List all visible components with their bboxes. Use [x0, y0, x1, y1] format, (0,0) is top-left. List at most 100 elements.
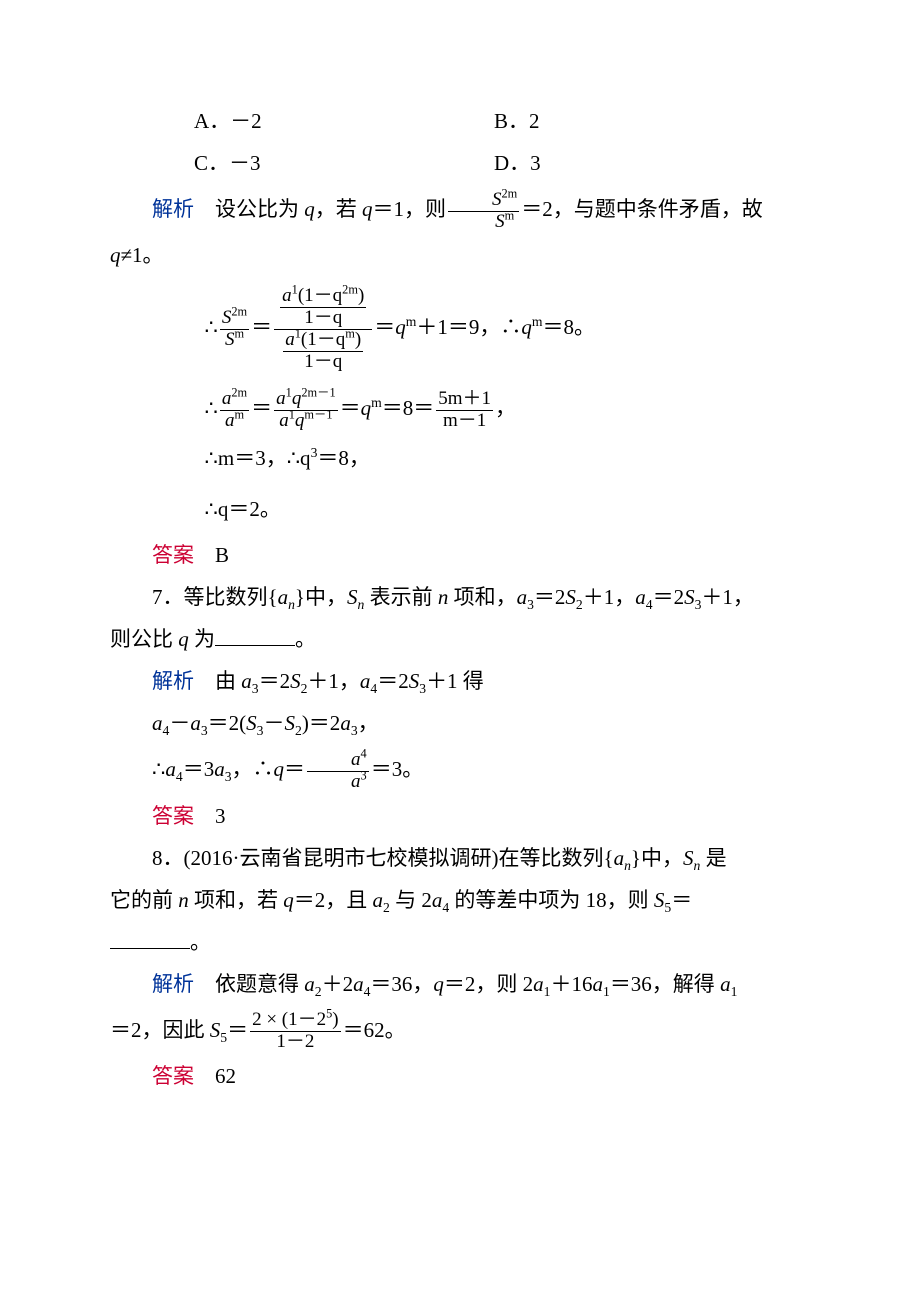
option-b-value: 2 — [529, 109, 540, 133]
q7-c7: ，∴ — [232, 757, 274, 781]
q8-l9: a — [432, 888, 443, 912]
option-d-value: 3 — [530, 151, 541, 175]
q6-eq1-big: a1(1－q2m)1－qa1(1－qm)1－q — [274, 286, 372, 373]
q7-fn: a — [351, 749, 361, 770]
q8-stem-line3: 。 — [110, 921, 810, 963]
page: A．－2 B．2 C．－3 D．3 解析 设公比为 q，若 q＝1，则S2mSm… — [0, 0, 920, 1302]
q8-l8: 与 2 — [390, 888, 432, 912]
q6-eq1-eq: ＝ — [251, 315, 272, 339]
q7-s16: 4 — [646, 597, 653, 612]
q6-eq1-top: a1(1－q2m)1－q — [280, 286, 366, 329]
q6-frac1-den-sup: m — [505, 208, 515, 222]
q7-c6: 3 — [225, 769, 232, 784]
q6-e2f1: a2mam — [220, 389, 249, 432]
option-b: B．2 — [494, 100, 540, 142]
q8-l14: ＝ — [671, 888, 692, 912]
q8-s3: n — [624, 858, 631, 873]
blank-fill-2 — [110, 929, 190, 949]
q6-e2l: ∴ — [205, 396, 218, 420]
q6-tc: ) — [358, 285, 364, 306]
option-row-1: A．－2 B．2 — [110, 100, 810, 142]
q7-l2c: 为 — [189, 627, 215, 651]
q8-a15: ＝36，解得 — [610, 972, 720, 996]
q6-em: m — [371, 395, 382, 410]
q6-answer-value: B — [215, 543, 229, 567]
option-d-prefix: D． — [494, 151, 530, 175]
option-c-prefix: C． — [194, 151, 229, 175]
q8-a5: a — [353, 972, 364, 996]
q7-line3: ∴a4＝3a3，∴q＝a4a3＝3。 — [110, 744, 810, 794]
q6-a3: ＝1，则 — [373, 197, 447, 221]
option-a-value: －2 — [230, 109, 262, 133]
q6-eq1-lds: m — [234, 327, 244, 341]
q7-b12: )＝2 — [302, 711, 341, 735]
q7-s9: a — [517, 585, 528, 609]
q6-r6: m — [532, 314, 543, 329]
q6-eq1-left: S2mSm — [220, 308, 249, 351]
q7-s10: 3 — [527, 597, 534, 612]
q6-eq3: ∴m＝3，∴q3＝8， — [110, 433, 810, 483]
q8-b5: ＝62。 — [343, 1018, 406, 1042]
q8-answer-value: 62 — [215, 1064, 236, 1088]
q7-s7: n — [438, 585, 449, 609]
q8-l11: 的等差中项为 18，则 — [449, 888, 654, 912]
q7-answer-value: 3 — [215, 804, 226, 828]
q6-eq4: ∴q＝2。 — [110, 484, 810, 534]
q7-l2a: 则公比 — [110, 627, 178, 651]
q6-tn: a — [282, 285, 292, 306]
q8-fd: 1－2 — [250, 1032, 341, 1053]
q7-a5: S — [290, 669, 301, 693]
q7-s5: S — [347, 585, 358, 609]
q7-c8: q — [274, 757, 285, 781]
q7-a13: ＋1 得 — [426, 669, 484, 693]
q8-a2: a — [304, 972, 315, 996]
q6-frac1: S2mSm — [448, 190, 519, 233]
q6-bc: ) — [355, 329, 361, 350]
q6-m2: q — [292, 388, 302, 409]
q6-frac1-den: S — [495, 211, 505, 232]
q6-ts: 2m — [342, 283, 358, 297]
q7-b15: ， — [358, 711, 379, 735]
q6-r2: q — [395, 315, 406, 339]
q8-a7: ＝36， — [370, 972, 433, 996]
q7-b9: － — [263, 711, 284, 735]
q6-eq1-lns: 2m — [231, 305, 247, 319]
q6-er2: ＝8＝ — [382, 396, 435, 420]
q8-b4: ＝ — [227, 1018, 248, 1042]
q8-l6: a — [373, 888, 384, 912]
q6-e2f2: a1q2m－1a1qm－1 — [274, 389, 337, 432]
answer-label: 答案 — [152, 543, 194, 567]
q7-l2d: 。 — [295, 627, 316, 651]
q6-q2: q — [362, 197, 373, 221]
q8-stem-line2: 它的前 n 项和，若 q＝2，且 a2 与 2a4 的等差中项为 18，则 S5… — [110, 879, 810, 921]
q6-frac1-num: S — [492, 189, 502, 210]
q8-a17: 1 — [731, 984, 738, 999]
q7-analysis: 解析 由 a3＝2S2＋1，a4＝2S3＋1 得 — [110, 660, 810, 702]
q7-c3: 4 — [176, 769, 183, 784]
q8-a14: 1 — [603, 984, 610, 999]
option-d: D．3 — [494, 142, 541, 184]
q8-l7: 2 — [383, 900, 390, 915]
q8-b1: ＝2，因此 — [110, 1018, 210, 1042]
answer-label-3: 答案 — [152, 1064, 194, 1088]
q6-eq1-lead: ∴ — [205, 315, 218, 339]
q6-eq1-ln: S — [222, 307, 232, 328]
q8-a16: a — [720, 972, 731, 996]
q8-analysis: 解析 依题意得 a2＋2a4＝36，q＝2，则 2a1＋16a1＝36，解得 a… — [110, 963, 810, 1005]
q6-a1: 设公比为 — [215, 197, 304, 221]
q7-b6: ＝2( — [208, 711, 247, 735]
q8-a10: a — [533, 972, 544, 996]
q7-s17: ＝2 — [653, 585, 685, 609]
q7-a8: a — [360, 669, 371, 693]
q8-a1: 依题意得 — [215, 972, 304, 996]
q8-a12: ＋16 — [550, 972, 592, 996]
q6-frac1-num-sup: 2m — [502, 186, 518, 200]
q7-stem: 7．等比数列{an}中，Sn 表示前 n 项和，a3＝2S2＋1，a4＝2S3＋… — [110, 576, 810, 618]
q6-m1: a — [276, 388, 286, 409]
q6-a4: ＝2，与题中条件矛盾，故 — [521, 197, 763, 221]
option-b-prefix: B． — [494, 109, 529, 133]
q7-a11: S — [409, 669, 420, 693]
q6-eq2: ∴a2mam＝a1q2m－1a1qm－1＝qm＝8＝5m＋1m－1， — [110, 383, 810, 433]
q6-eq: q — [361, 396, 372, 420]
q7-s18: S — [684, 585, 695, 609]
